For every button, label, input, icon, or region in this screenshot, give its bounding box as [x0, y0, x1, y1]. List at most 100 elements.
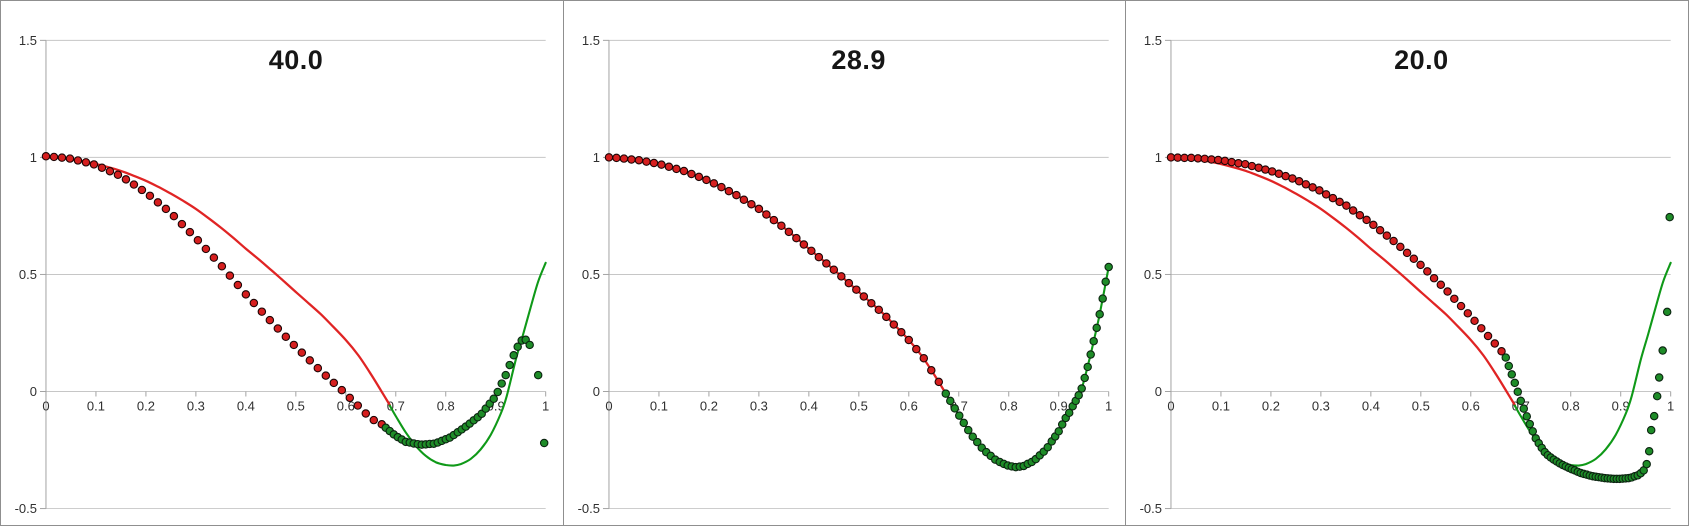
numerical-dot-green [1665, 212, 1675, 222]
numerical-dot-green [489, 394, 498, 404]
numerical-dot-red [1389, 236, 1399, 246]
y-tick-label: -0.5 [15, 501, 37, 516]
numerical-dot-green [1507, 370, 1517, 379]
numerical-dot-red [776, 221, 786, 230]
x-tick-label: 0.3 [750, 398, 768, 413]
chart-panel-3: 20.0 -0.500.511.500.10.20.30.40.50.60.70… [1126, 1, 1689, 525]
numerical-dot-red [664, 162, 673, 172]
x-tick-label: 0.3 [1312, 398, 1330, 413]
numerical-dot-red [1416, 260, 1426, 270]
numerical-dot-green [1653, 391, 1662, 401]
numerical-dot-green [963, 425, 973, 435]
numerical-dot-green [1086, 350, 1095, 359]
numerical-dot-red [874, 305, 883, 315]
x-tick-label: 1 [1105, 398, 1112, 413]
numerical-dot-red [1430, 273, 1439, 283]
numerical-dot-red [821, 259, 831, 268]
chart-panel-2: 28.9 -0.5 0 0.5 1 1.5 0 0.1 0.2 0.3 0.4 0.5 0.6 0.7 0… [563, 1, 1127, 525]
numerical-dot-red [1355, 210, 1365, 220]
numerical-dot-green [1501, 353, 1511, 362]
numerical-dot-green [1057, 420, 1067, 429]
numerical-dot-green [959, 418, 968, 428]
numerical-dot-red [257, 307, 267, 316]
chart-panel-1: 40.0 -0.5 0 0.5 1 1.5 0 0.1 0.2 0.3 0.4 0.5 0.6 0.7 0… [1, 1, 564, 525]
numerical-dot-red [233, 280, 243, 290]
numerical-dot-red [297, 348, 307, 357]
numerical-dot-red [1457, 301, 1466, 311]
numerical-dot-red [626, 155, 636, 164]
numerical-dot-red [1349, 206, 1358, 215]
numerical-dot-red [926, 365, 936, 375]
numerical-dot-red [806, 246, 816, 256]
numerical-dot-red [844, 278, 853, 288]
numerical-dot-red [859, 292, 868, 301]
numerical-dot-red [345, 393, 355, 403]
numerical-dot-red [1335, 197, 1345, 207]
numerical-dot-red [934, 377, 943, 387]
numerical-dot-red [361, 409, 371, 418]
numerical-dot-green [945, 396, 955, 406]
x-tick-label: 0.4 [1362, 398, 1380, 413]
numerical-dot-green [1642, 459, 1652, 469]
numerical-dot-red [137, 185, 147, 195]
x-tick-label: 0.4 [799, 398, 817, 413]
numerical-dot-red [1322, 190, 1331, 199]
numerical-dot-green [1663, 307, 1672, 317]
numerical-dot-red [129, 180, 139, 189]
x-tick-label: 1 [1667, 398, 1674, 413]
numerical-dot-green [1083, 362, 1092, 372]
x-tick-label: 0.8 [999, 398, 1017, 413]
x-tick-label: 0.1 [87, 398, 105, 413]
numerical-dot-red [881, 312, 891, 322]
numerical-dot-green [1089, 336, 1098, 346]
numerical-dot-green [493, 387, 502, 397]
numerical-dot-green [1658, 346, 1668, 355]
numerical-dot-red [784, 227, 793, 237]
numerical-dot-red [919, 354, 928, 363]
numerical-dot-red [1221, 156, 1230, 166]
numerical-dot-red [686, 169, 696, 179]
x-tick-label: 1 [542, 398, 549, 413]
x-tick-label: 0 [1168, 398, 1175, 413]
numerical-dot-green [954, 411, 964, 420]
numerical-dot-red [209, 253, 219, 262]
y-tick-label: 1 [30, 150, 37, 165]
numerical-dot-red [619, 154, 628, 163]
y-tick-label: 1.5 [1144, 33, 1162, 48]
numerical-dot-red [281, 332, 291, 341]
numerical-dot-green [972, 437, 982, 447]
y-tick-label: 1 [592, 150, 599, 165]
numerical-dot-red [694, 172, 703, 182]
numerical-dot-green [1519, 404, 1529, 413]
numerical-dot-red [185, 227, 195, 237]
numerical-dot-green [1101, 277, 1110, 286]
y-tick-label: 1.5 [582, 33, 600, 48]
numerical-dot-green [1645, 446, 1654, 456]
numerical-dot-red [1234, 159, 1244, 168]
numerical-dot-green [1513, 387, 1523, 396]
x-tick-label: 0.4 [237, 398, 255, 413]
numerical-dot-red [1423, 267, 1432, 276]
numerical-dot-green [505, 360, 514, 370]
numerical-dot-red [49, 152, 59, 162]
x-tick-label: 0.2 [700, 398, 718, 413]
numerical-dot-red [1227, 157, 1237, 167]
numerical-dot-red [799, 240, 808, 249]
numerical-dot-red [814, 252, 823, 262]
numerical-dot-red [724, 186, 733, 196]
numerical-dot-red [769, 215, 778, 225]
numerical-dot-red [641, 157, 651, 166]
numerical-dot-red [41, 151, 51, 161]
numerical-dot-red [701, 175, 711, 185]
numerical-dot-red [169, 211, 179, 221]
numerical-dot-red [1308, 183, 1318, 192]
numerical-dot-red [161, 204, 171, 214]
numerical-dot-red [1214, 155, 1223, 165]
numerical-dot-red [746, 199, 756, 209]
numerical-dot-red [1443, 287, 1453, 296]
numerical-dot-red [739, 195, 748, 205]
numerical-dot-red [1328, 193, 1338, 203]
numerical-dot-green [1064, 408, 1074, 418]
numerical-dot-red [679, 166, 688, 176]
y-tick-label: 1 [1155, 150, 1162, 165]
